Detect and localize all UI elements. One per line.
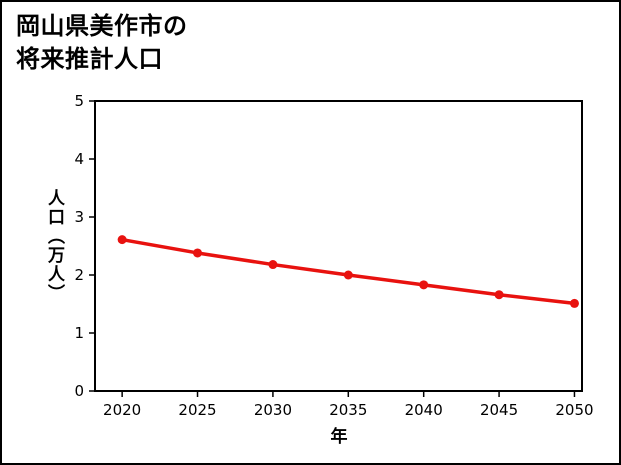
svg-text:2025: 2025 <box>178 401 216 419</box>
svg-text:2035: 2035 <box>329 401 367 419</box>
y-axis-label: 人口（万人） <box>44 189 64 303</box>
svg-text:2040: 2040 <box>405 401 443 419</box>
svg-text:2020: 2020 <box>103 401 141 419</box>
svg-text:4: 4 <box>74 150 84 168</box>
svg-text:5: 5 <box>74 92 84 110</box>
svg-text:2030: 2030 <box>254 401 292 419</box>
chart-title-line-2: 将来推計人口 <box>16 45 163 73</box>
svg-text:2045: 2045 <box>480 401 518 419</box>
chart-title: 岡山県美作市の 将来推計人口 <box>16 10 188 76</box>
chart-title-line-1: 岡山県美作市の <box>16 12 188 40</box>
svg-text:0: 0 <box>74 382 84 400</box>
svg-text:1: 1 <box>74 324 84 342</box>
svg-text:2: 2 <box>74 266 84 284</box>
x-axis-label: 年 <box>330 427 348 447</box>
svg-text:2050: 2050 <box>555 401 593 419</box>
svg-text:3: 3 <box>74 208 84 226</box>
